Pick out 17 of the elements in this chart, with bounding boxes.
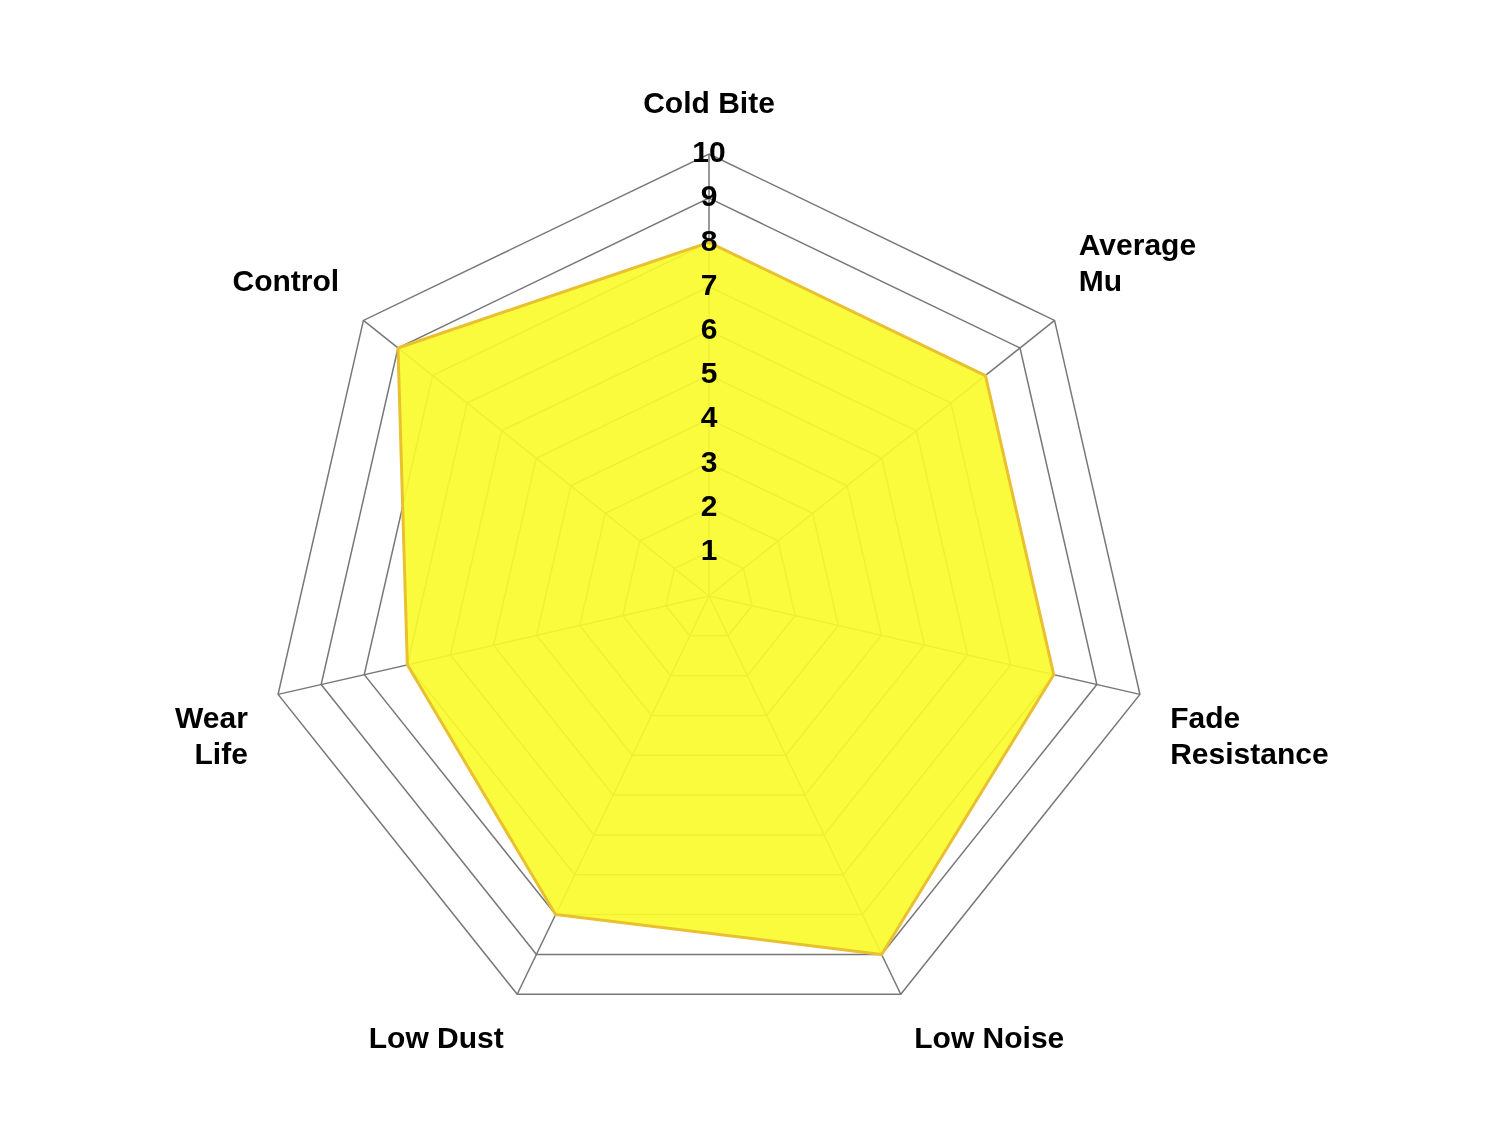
spoke-label: Low Dust (368, 1021, 504, 1055)
y-tick-label: 9 (700, 179, 718, 213)
y-tick-label: 10 (692, 135, 726, 169)
y-tick-label: 3 (700, 444, 718, 478)
y-tick-label: 8 (700, 223, 718, 257)
y-tick-label: 2 (700, 488, 718, 522)
spoke-label: Low Noise (914, 1021, 1065, 1055)
spoke-label: Cold Bite (643, 86, 775, 120)
spoke-label: Average Mu (1078, 228, 1197, 298)
spoke-label: Wear Life (175, 700, 249, 770)
y-tick-label: 7 (700, 267, 718, 301)
spoke-label: Fade Resistance (1170, 700, 1329, 770)
y-tick-label: 5 (700, 356, 718, 390)
y-tick-label: 1 (700, 533, 718, 567)
y-tick-label: 4 (700, 400, 718, 434)
y-tick-label: 6 (700, 312, 718, 346)
spoke-label: Control (232, 264, 340, 298)
